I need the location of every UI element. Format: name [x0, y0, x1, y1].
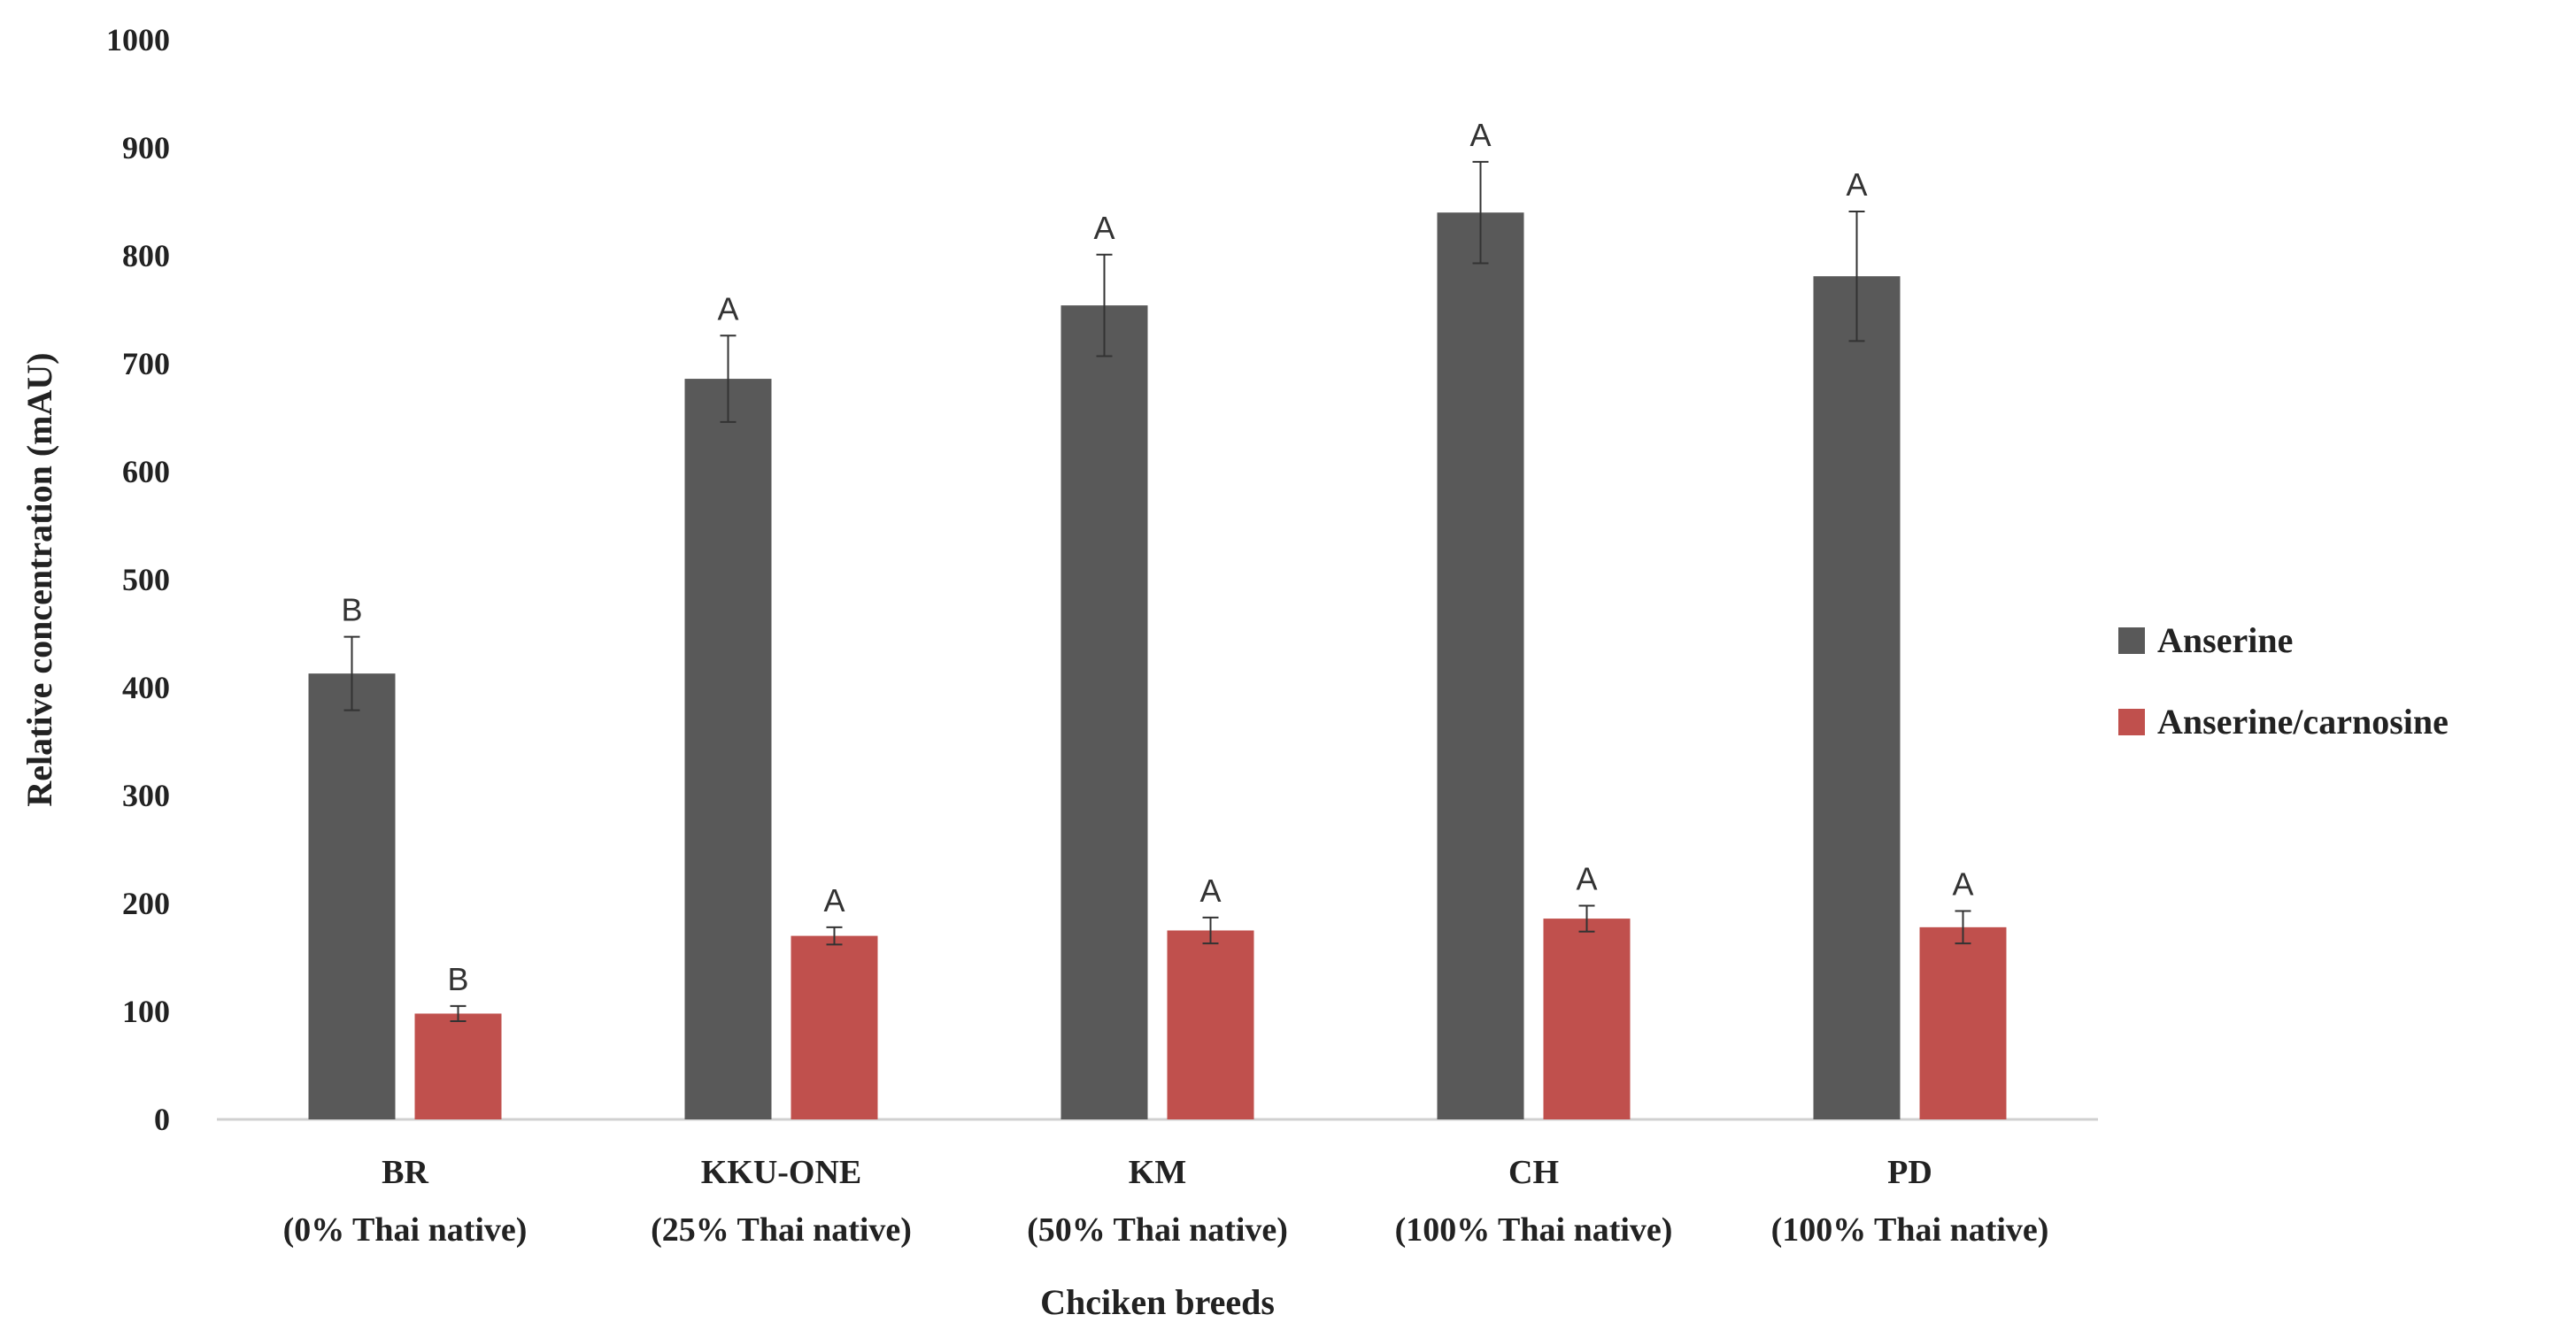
significance-label: A — [1199, 873, 1221, 909]
bar — [791, 935, 878, 1119]
bar — [308, 673, 396, 1119]
bar — [1543, 919, 1631, 1119]
bar — [1060, 305, 1148, 1119]
x-tick-sublabel: (100% Thai native) — [1395, 1211, 1673, 1249]
x-tick-label: KM — [1129, 1154, 1186, 1191]
bar — [684, 379, 772, 1120]
legend-swatch — [2118, 709, 2145, 735]
y-tick-label: 400 — [122, 670, 170, 705]
bar — [1919, 926, 2007, 1119]
y-axis-title: Relative concentration (mAU) — [19, 352, 59, 806]
x-tick-label: CH — [1508, 1154, 1559, 1191]
y-axis-ticks: 0 100 200 300 400 500 600 700 800 900 1000 — [106, 22, 170, 1137]
x-axis-title: Chciken breeds — [1040, 1282, 1275, 1322]
bar — [414, 1013, 502, 1119]
legend-label: Anserine — [2157, 620, 2293, 660]
significance-label: A — [1952, 866, 1973, 903]
significance-label: B — [447, 961, 468, 997]
legend-label: Anserine/carnosine — [2157, 702, 2449, 742]
x-tick-sublabel: (25% Thai native) — [651, 1211, 912, 1249]
x-tick-sublabel: (50% Thai native) — [1027, 1211, 1288, 1249]
bar — [1437, 212, 1524, 1120]
x-tick-label: KKU-ONE — [701, 1154, 862, 1191]
significance-label: A — [1469, 117, 1491, 153]
bars: B B A A A A A A A A — [308, 117, 2007, 1120]
y-tick-label: 600 — [122, 454, 170, 489]
x-axis-categories: BR (0% Thai native) KKU-ONE (25% Thai nativ… — [283, 1154, 2049, 1249]
y-tick-label: 800 — [122, 238, 170, 273]
y-tick-label: 200 — [122, 886, 170, 921]
y-tick-label: 900 — [122, 130, 170, 165]
x-tick-label: BR — [382, 1154, 428, 1191]
y-tick-label: 1000 — [106, 22, 170, 58]
significance-label: A — [717, 290, 738, 327]
y-tick-label: 100 — [122, 994, 170, 1029]
bar — [1813, 276, 1901, 1119]
y-tick-label: 300 — [122, 778, 170, 813]
y-tick-label: 0 — [154, 1102, 170, 1137]
significance-label: A — [1576, 860, 1597, 896]
legend-swatch — [2118, 627, 2145, 654]
x-tick-label: PD — [1887, 1154, 1932, 1191]
legend: Anserine Anserine/carnosine — [2118, 620, 2449, 742]
significance-label: B — [341, 592, 362, 628]
y-tick-label: 500 — [122, 562, 170, 597]
significance-label: A — [823, 882, 845, 919]
x-tick-sublabel: (0% Thai native) — [283, 1211, 528, 1249]
significance-label: A — [1093, 210, 1114, 246]
bar — [1167, 930, 1254, 1119]
x-tick-sublabel: (100% Thai native) — [1771, 1211, 2049, 1249]
y-tick-label: 700 — [122, 346, 170, 381]
significance-label: A — [1846, 166, 1867, 203]
